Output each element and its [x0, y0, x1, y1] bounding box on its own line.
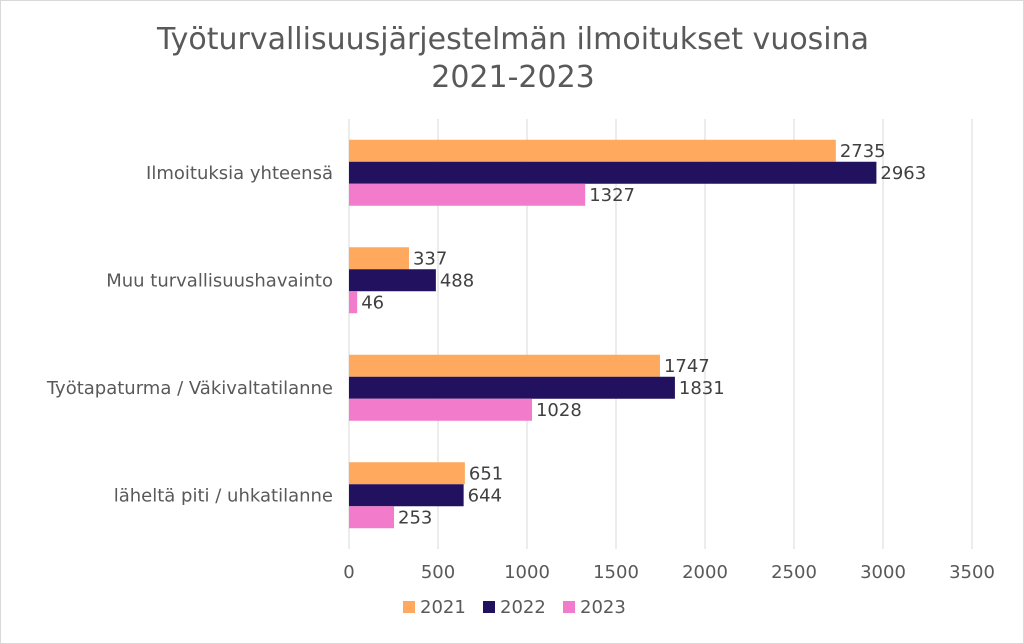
data-label: 1747 — [664, 356, 710, 377]
bar-2023 — [349, 291, 358, 314]
data-label: 2735 — [840, 141, 886, 162]
legend: 2021 2022 2023 — [403, 597, 626, 618]
legend-label: 2023 — [580, 597, 626, 618]
x-tick-label: 0 — [343, 562, 354, 583]
chart-title-line-1: Työturvallisuusjärjestelmän ilmoitukset … — [156, 22, 869, 57]
category-label: Työtapaturma / Väkivaltatilanne — [46, 378, 333, 399]
category-labels: Ilmoituksia yhteensä Muu turvallisuushava… — [46, 163, 333, 507]
bar-2022 — [349, 484, 464, 507]
data-label: 651 — [469, 463, 503, 484]
legend-swatch-2022 — [483, 601, 495, 613]
x-tick-label: 2500 — [771, 562, 817, 583]
data-label: 337 — [413, 248, 447, 269]
legend-label: 2021 — [420, 597, 466, 618]
category-label: Ilmoituksia yhteensä — [146, 163, 333, 184]
bar-2022 — [349, 269, 436, 292]
legend-swatch-2021 — [403, 601, 415, 613]
x-tick-label: 1000 — [504, 562, 550, 583]
bar-2021 — [349, 139, 836, 162]
bar-2023 — [349, 183, 586, 206]
x-tick-label: 2000 — [682, 562, 728, 583]
bar-2021 — [349, 247, 409, 270]
x-tick-label: 500 — [421, 562, 455, 583]
bar-2022 — [349, 161, 877, 184]
bar-2021 — [349, 462, 465, 485]
data-label: 1028 — [536, 400, 582, 421]
legend-label: 2022 — [500, 597, 546, 618]
category-label: läheltä piti / uhkatilanne — [114, 485, 333, 506]
x-tick-labels: 0 500 1000 1500 2000 2500 3000 3500 — [343, 562, 995, 583]
legend-swatch-2023 — [563, 601, 575, 613]
category-label: Muu turvallisuushavainto — [106, 270, 333, 291]
data-label: 253 — [398, 507, 432, 528]
data-label: 488 — [440, 270, 474, 291]
bar-2023 — [349, 506, 395, 529]
x-tick-label: 3500 — [949, 562, 995, 583]
bar-2023 — [349, 398, 532, 421]
data-label: 1327 — [589, 185, 635, 206]
data-label: 1831 — [679, 378, 725, 399]
data-label: 644 — [468, 485, 502, 506]
bar-2022 — [349, 376, 675, 399]
data-label: 46 — [361, 292, 384, 313]
bar-2021 — [349, 354, 660, 377]
data-label: 2963 — [880, 163, 926, 184]
x-tick-label: 1500 — [593, 562, 639, 583]
chart-title-line-2: 2021-2023 — [431, 60, 595, 95]
x-tick-label: 3000 — [860, 562, 906, 583]
